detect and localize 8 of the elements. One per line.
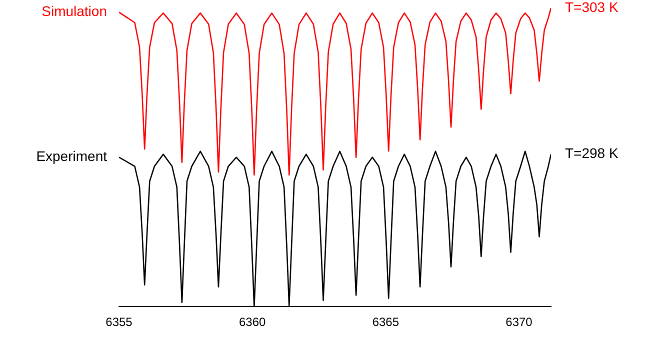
x-tick-label: 6360	[238, 315, 266, 330]
x-tick-label: 6370	[506, 315, 533, 330]
x-tick-label: 6365	[372, 315, 400, 330]
text: T=298 K	[565, 145, 619, 162]
series-label: Simulation	[42, 3, 107, 20]
series-label: Experiment	[36, 148, 108, 164]
text: T=303 K	[565, 0, 619, 15]
x-tick-label: 6355	[106, 315, 133, 330]
